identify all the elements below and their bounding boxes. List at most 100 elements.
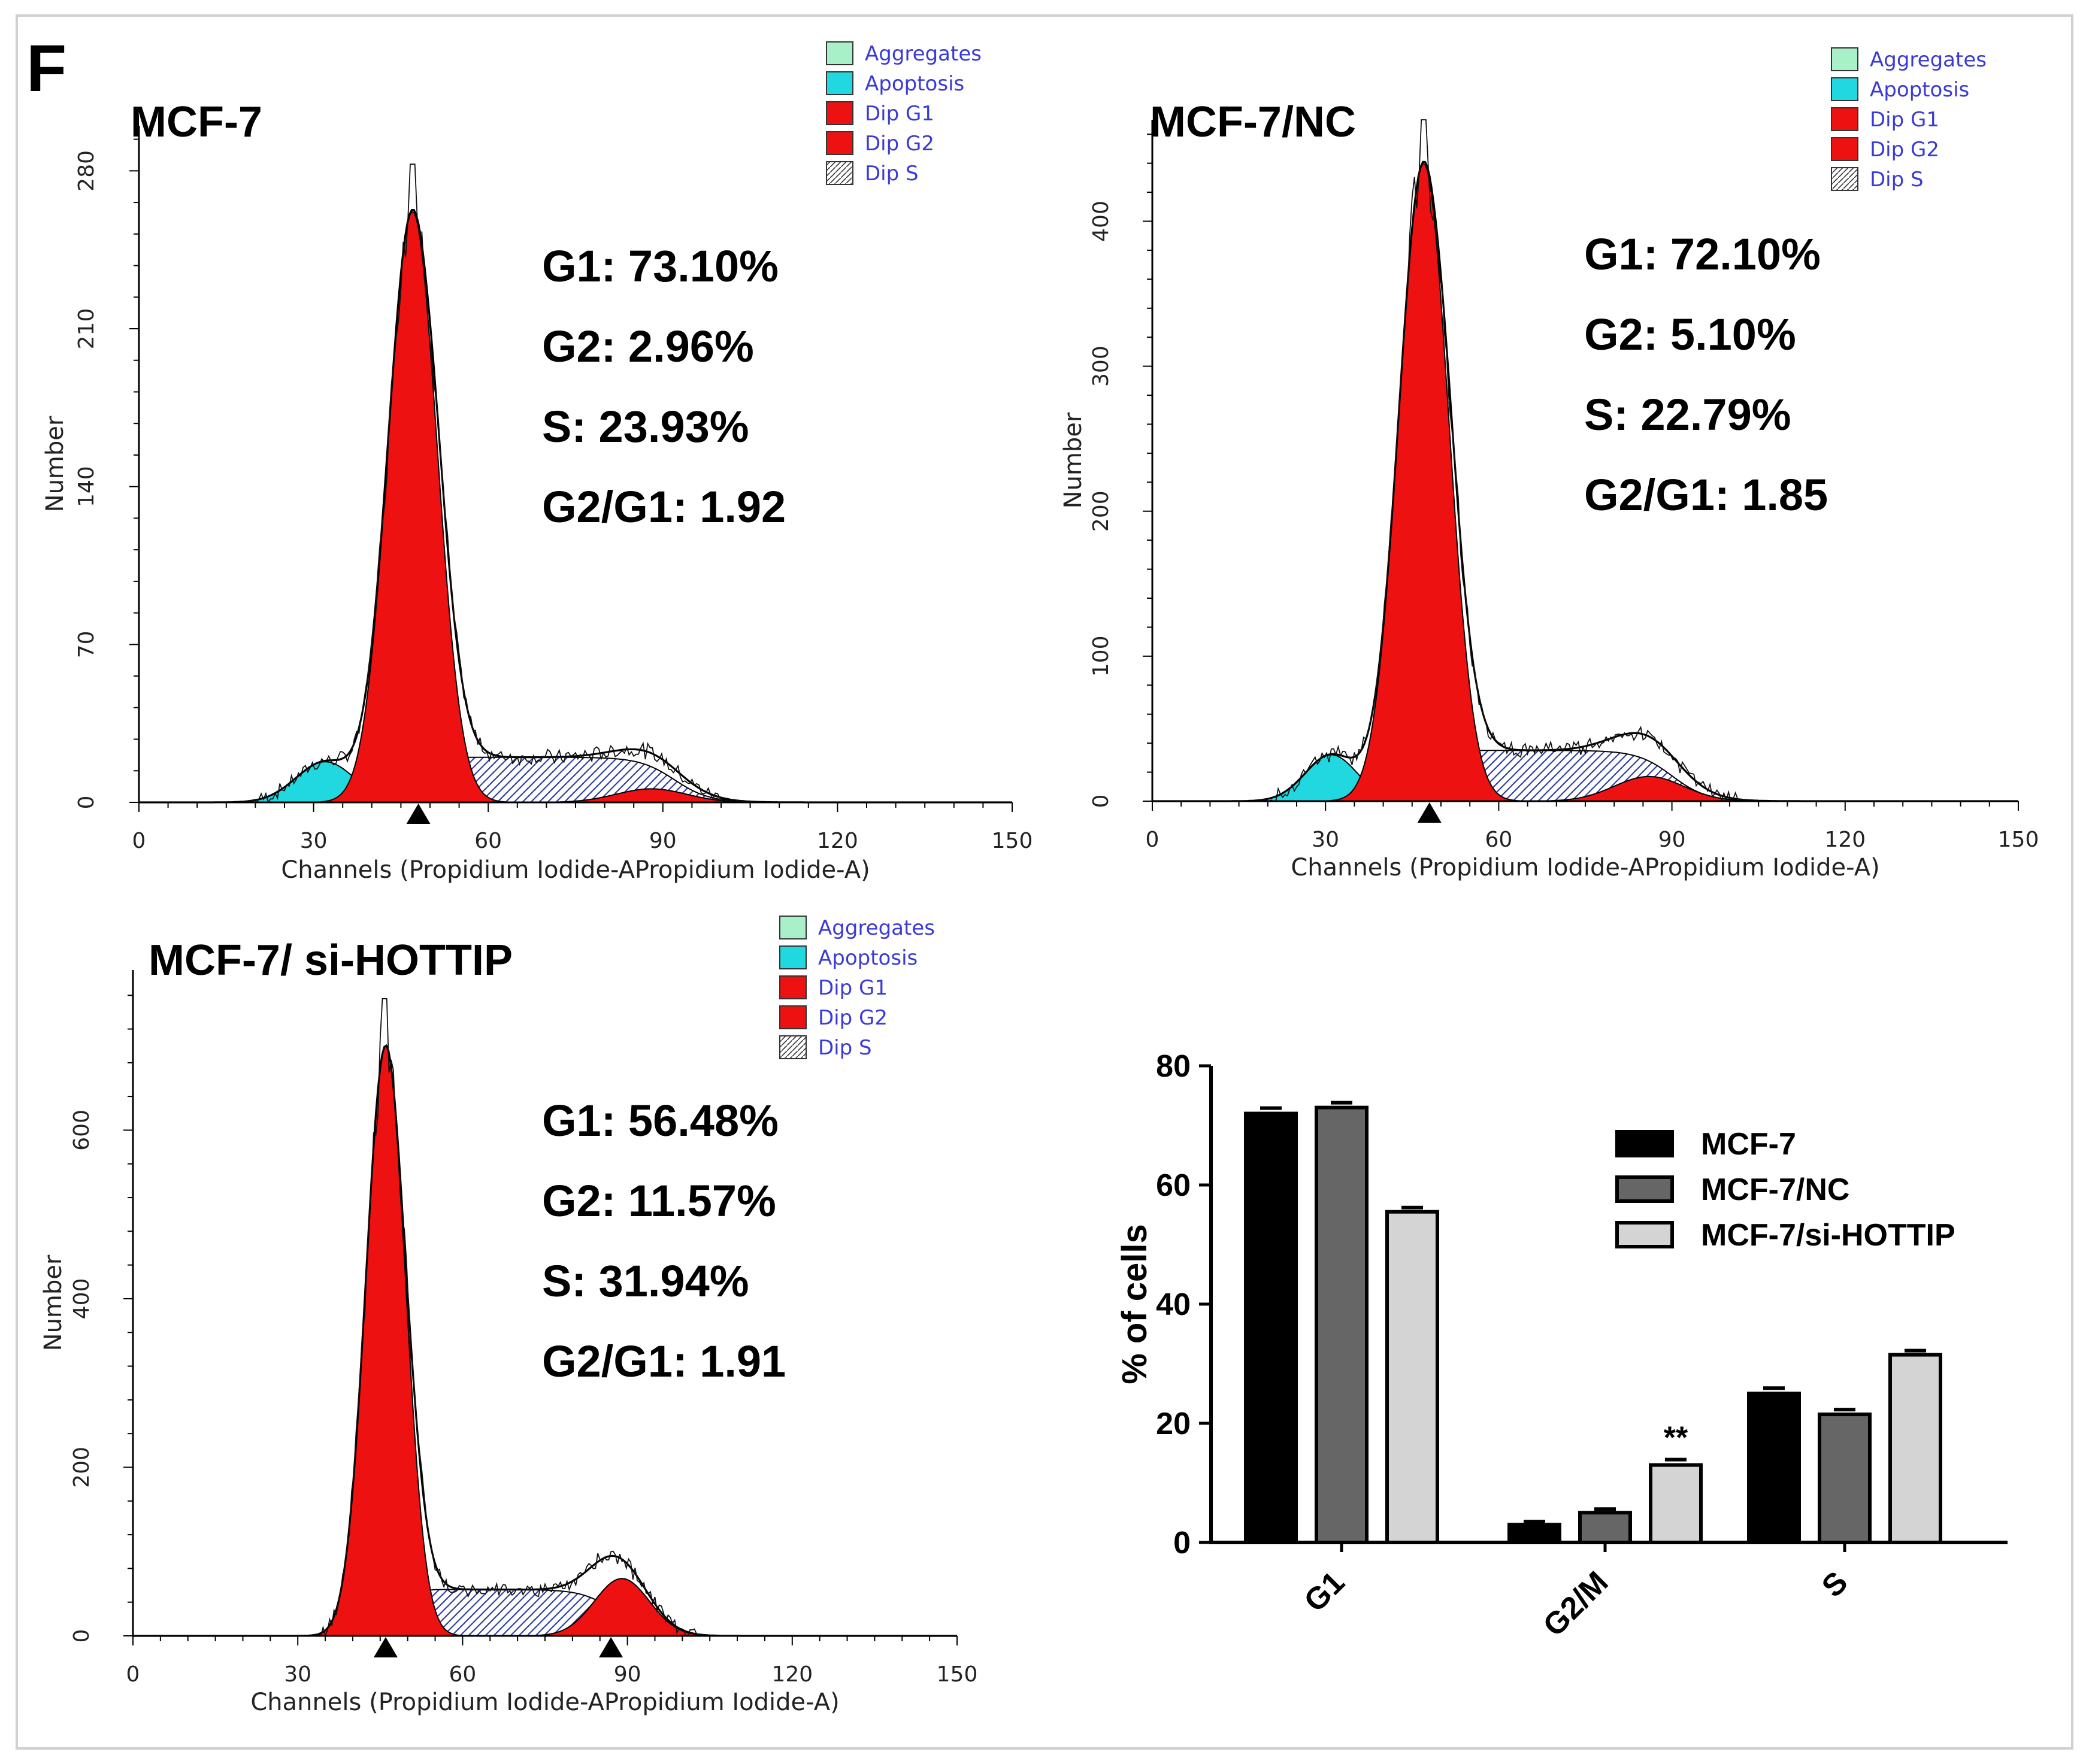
y-tick-label: 20 [1156,1407,1191,1441]
legend-label: Apoptosis [818,946,918,970]
legend-label: Apoptosis [865,72,964,96]
y-tick-label: 70 [74,631,99,658]
y-tick-label: 80 [1156,1049,1191,1084]
stat-3: G2/G1: 1.85 [1584,470,1828,520]
x-tick-label: 60 [449,1662,476,1687]
x-tick-label: 90 [614,1662,641,1687]
y-tick-label: 140 [74,466,99,507]
legend-label: Dip G1 [865,102,934,126]
bar-mcf-7-si-hottip-g2-m [1649,1463,1703,1544]
x-tick-label: 0 [1146,828,1159,852]
legend-label: Dip G2 [818,1006,888,1030]
y-tick-label: 40 [1156,1287,1191,1322]
y-tick-label: 600 [69,1110,94,1151]
histogram-panel-3: MCF-7/ si-HOTTIP 0 30 60 90 120 150 0 200 400 600 C… [40,916,977,1716]
y-axis-title: Number [40,1254,67,1351]
legend-label: Dip S [818,1036,872,1060]
figure-label: F [26,32,66,105]
legend-label: Apoptosis [1870,78,1969,102]
x-tick-label: 0 [132,829,146,853]
x-tick-label: 90 [649,829,677,853]
peak-marker [1417,802,1442,823]
legend-label: Aggregates [1870,48,1987,72]
bar-legend-swatch [1615,1130,1674,1157]
stat-2: S: 22.79% [1584,390,1791,440]
y-tick-label: 0 [1173,1526,1191,1560]
y-tick-label: 400 [1089,201,1113,242]
x-tick-label: 30 [300,829,328,853]
legend-swatch [826,161,853,185]
legend-swatch [826,101,853,125]
panel-title: MCF-7/ si-HOTTIP [149,936,513,984]
y-tick-label: 210 [74,308,99,350]
legend-label: Dip G1 [818,976,888,1000]
x-tick-label: 120 [817,829,858,853]
x-tick-label: 150 [1998,828,2039,852]
legend-swatch [826,71,853,95]
bar-legend-label: MCF-7/NC [1701,1172,1849,1207]
bar-legend-swatch [1615,1175,1674,1203]
stat-1: G2: 11.57% [542,1176,776,1226]
legend-swatch [779,945,807,969]
legend-label: Dip S [865,162,919,186]
bar-legend-label: MCF-7/si-HOTTIP [1701,1218,1955,1253]
y-axis-title: Number [41,416,69,512]
legend-swatch [779,916,807,939]
histogram-panel-1: MCF-7 0 30 60 90 120 150 0 70 140 210 280 Channels (… [41,41,1033,884]
x-axis-title: Channels (Propidium Iodide-APropidium Io… [250,1689,839,1716]
stat-3: G2/G1: 1.92 [542,482,786,532]
stat-2: S: 31.94% [542,1256,749,1306]
y-tick-label: 400 [69,1278,94,1320]
significance-annotation: ** [1664,1421,1688,1456]
x-tick-label: 120 [1824,828,1866,852]
legend-swatch [1831,167,1858,191]
bar-y-axis-title: % of cells [1115,1224,1154,1384]
bar-legend-label: MCF-7 [1701,1127,1796,1162]
stat-3: G2/G1: 1.91 [542,1336,786,1386]
bar-mcf-7-si-hottip-s [1888,1353,1942,1544]
legend-swatch [1831,77,1858,101]
x-tick-label: 90 [1658,828,1686,852]
legend-label: Dip G2 [1870,138,1939,162]
x-axis-title: Channels (Propidium Iodide-APropidium Io… [281,856,870,884]
x-tick-label: 120 [771,1662,813,1687]
x-axis-title: Channels (Propidium Iodide-APropidium Io… [1291,854,1879,881]
bar-mcf-7-s [1747,1392,1801,1544]
x-tick-label: 30 [284,1662,311,1687]
x-tick-label: 150 [992,829,1033,853]
legend-swatch [1831,137,1858,161]
stat-1: G2: 2.96% [542,322,754,371]
bar-mcf-7-nc-g2-m [1578,1511,1632,1544]
panel-title: MCF-7 [131,98,262,146]
x-tick-label: 150 [937,1662,978,1687]
peak-marker [599,1637,623,1657]
stat-0: G1: 72.10% [1584,229,1821,279]
legend-label: Aggregates [865,42,982,66]
legend-swatch [779,1005,807,1029]
bar-mcf-7-nc-g1 [1315,1105,1369,1544]
y-tick-label: 280 [74,150,99,192]
y-tick-label: 200 [69,1447,94,1488]
legend-swatch [826,131,853,155]
bar-mcf-7-g2-m [1507,1523,1561,1544]
bar-mcf-7-si-hottip-g1 [1385,1210,1439,1544]
stat-0: G1: 56.48% [542,1096,779,1145]
stat-1: G2: 5.10% [1584,310,1796,359]
bar-legend-swatch [1615,1221,1674,1248]
y-tick-label: 0 [1089,795,1113,808]
bar-mcf-7-nc-s [1818,1413,1872,1544]
legend-swatch [779,975,807,999]
y-tick-label: 300 [1089,345,1113,387]
y-tick-label: 100 [1089,636,1113,677]
x-tick-label: 30 [1312,828,1339,852]
legend-label: Dip G1 [1870,108,1939,132]
panel-title: MCF-7/NC [1150,98,1356,146]
y-tick-label: 60 [1156,1168,1191,1203]
legend-swatch [1831,47,1858,71]
legend-label: Dip G2 [865,132,934,156]
stat-2: S: 23.93% [542,402,749,451]
y-tick-label: 200 [1089,490,1113,532]
peak-marker [406,804,431,824]
y-axis-title: Number [1059,412,1087,508]
